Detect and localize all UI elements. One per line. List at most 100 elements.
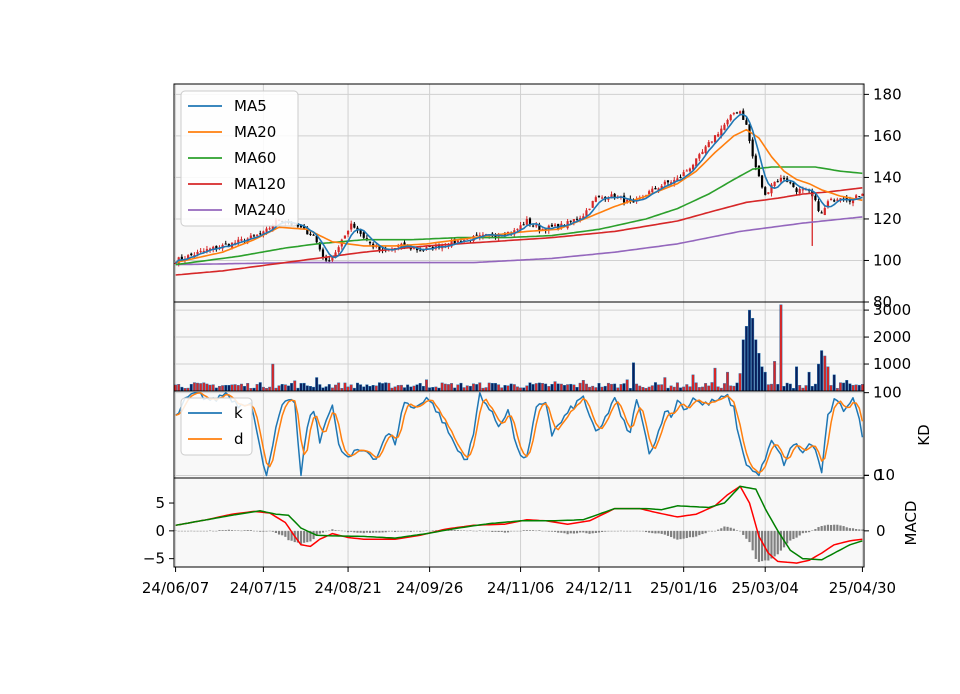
macd-hist-bar [290,530,293,541]
macd-hist-bar [792,530,795,540]
volume-bar [839,382,842,392]
macd-hist-bar [538,530,541,531]
candle-body [525,219,528,225]
volume-bar [744,326,748,392]
macd-hist-bar [400,530,403,532]
macd-hist-bar [707,530,710,532]
volume-bar [594,387,598,392]
candle-body [522,224,525,226]
candle-body [597,195,601,197]
candle-body [397,246,400,248]
candle-body [450,240,453,247]
date-tick-label: 24/08/21 [314,579,381,597]
volume-bar [688,386,692,392]
volume-bar [770,383,773,392]
candle-body [412,248,416,250]
volume-ytick-label: 3000 [873,301,911,319]
macd-hist-bar [243,530,246,531]
candle-body [350,223,353,230]
macd-hist-bar [619,530,623,532]
macd-hist-bar [535,530,538,532]
candle-body [663,181,666,185]
volume-bar [202,382,206,392]
candle-body [657,188,660,191]
volume-bar [591,385,595,392]
macd-hist-bar [654,530,657,534]
macd-right-ytick-label: 10 [876,466,895,484]
macd-hist-bar [234,530,237,531]
macd-left-ytick-label: 5 [155,494,165,512]
macd-hist-bar [836,524,839,531]
macd-hist-bar [776,530,779,555]
macd-hist-bar [387,530,390,532]
volume-bar [387,382,391,392]
volume-bar [196,382,199,392]
macd-hist-bar [754,530,757,559]
ma240-line [175,216,863,266]
volume-bar [729,385,733,392]
macd-hist-bar [525,530,528,531]
macd-hist-bar [415,530,419,532]
volume-bar [798,385,802,392]
macd-hist-bar [823,525,826,531]
volume-bar [832,374,836,392]
volume-bar [283,384,287,392]
volume-bar [613,383,617,392]
legend-label-k: k [234,404,243,422]
candle-body [779,177,782,182]
volume-bar [221,385,225,392]
macd-hist-bar [334,530,337,531]
date-tick-label: 24/12/11 [565,579,632,597]
volume-bar [494,383,497,392]
candle-body [836,199,839,201]
volume-bar [710,382,714,392]
candle-body [717,134,720,137]
candle-body [249,235,252,239]
candle-body [723,124,726,130]
macd-hist-bar [249,530,252,531]
volume-bar [525,385,529,392]
volume-bar [751,317,755,392]
macd-hist-bar [303,530,306,543]
macd-hist-bar [764,530,767,561]
volume-bar [829,385,833,392]
date-tick-label: 24/07/15 [230,579,297,597]
volume-bar [544,383,548,392]
date-tick-label: 24/09/26 [396,579,463,597]
volume-bar [315,377,319,392]
macd-hist-bar [582,530,585,533]
macd-hist-bar [215,530,218,532]
volume-bar [174,384,178,392]
candle-body [481,234,485,237]
macd-hist-bar [811,530,814,531]
date-tick-label: 25/01/16 [650,579,717,597]
candle-body [823,208,826,216]
macd-hist-bar [469,530,472,531]
candle-body [557,223,560,229]
macd-hist-bar [227,529,230,531]
candle-body [240,239,243,241]
macd-hist-bar [240,530,243,532]
volume-bar [327,384,331,392]
macd-hist-bar [190,530,193,532]
macd-hist-bar [224,530,227,531]
macd-hist-bar [547,530,550,532]
macd-hist-bar [629,530,632,532]
macd-hist-bar [666,530,670,536]
volume-bar [541,383,544,392]
macd-hist-bar [685,530,688,539]
macd-hist-bar [218,530,221,531]
candle-body [497,235,500,238]
candle-body [306,227,309,235]
volume-bar [500,387,504,392]
candle-body [729,114,732,121]
macd-hist-bar [858,529,861,531]
macd-hist-bar [767,530,770,561]
candle-body [475,234,478,236]
candle-body [820,212,823,214]
candle-body [735,112,739,114]
price-legend: MA5 MA20 MA60 MA120 MA240 [180,90,299,227]
macd-hist-bar [221,530,224,531]
candle-body [252,235,256,237]
